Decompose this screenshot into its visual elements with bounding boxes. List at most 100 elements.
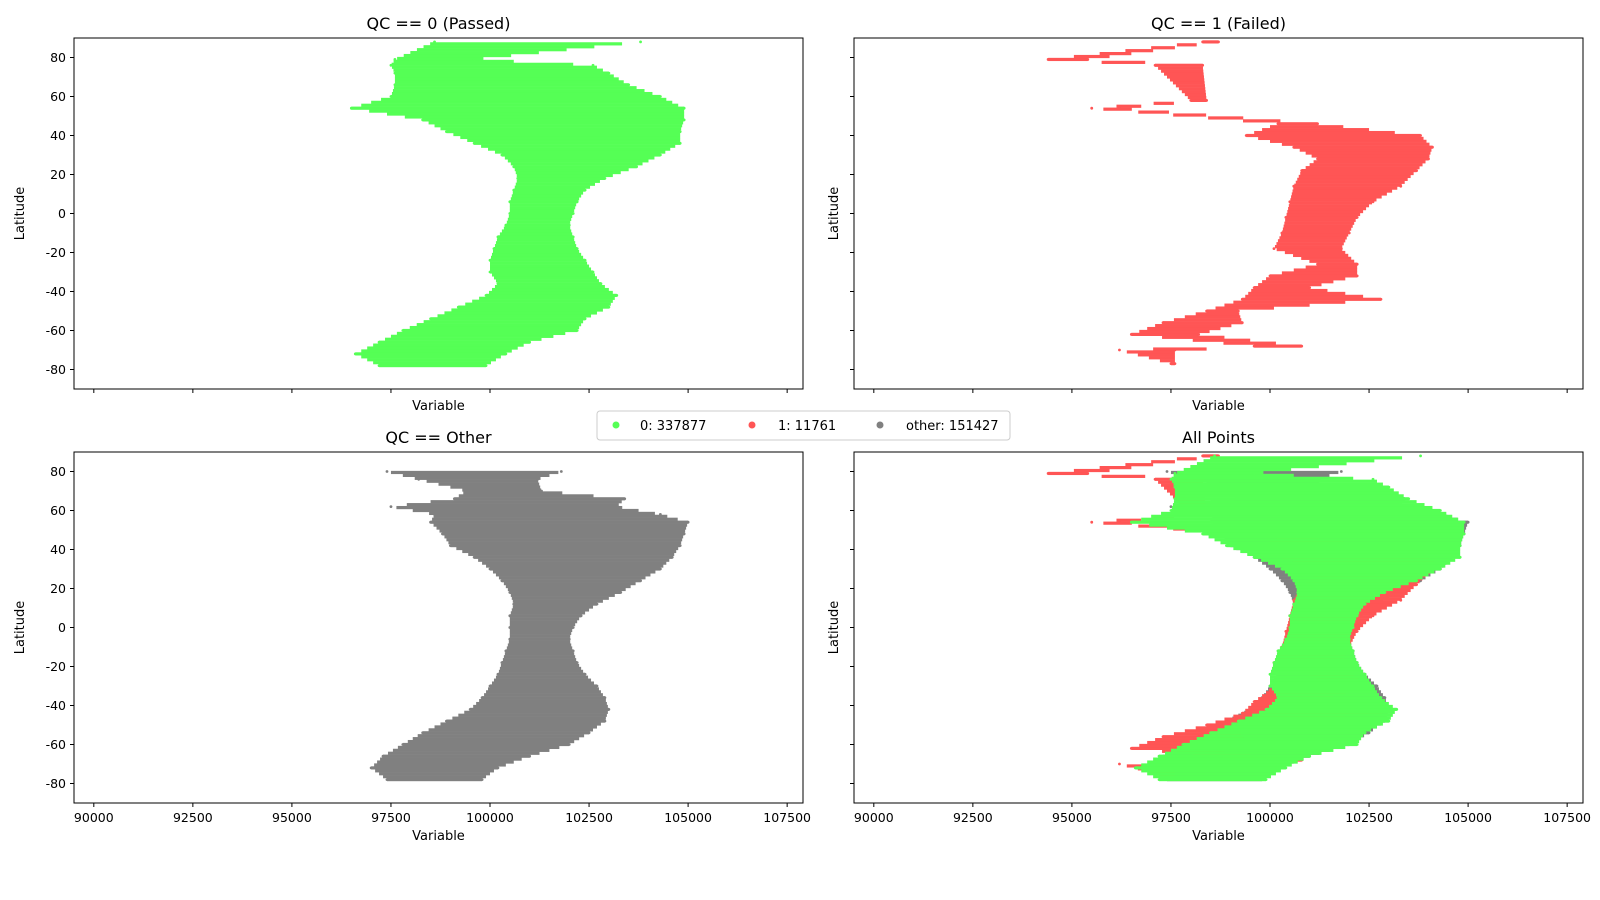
scatter-point	[567, 743, 571, 746]
scatter-point	[1308, 754, 1312, 758]
scatter-point	[1415, 583, 1418, 586]
scatter-point	[1090, 520, 1094, 524]
scatter-point	[1181, 743, 1185, 746]
point-band	[1176, 745, 1346, 750]
point-band	[451, 308, 603, 312]
point-band	[1272, 663, 1360, 668]
point-band	[481, 144, 676, 148]
scatter-point	[496, 672, 500, 676]
point-band	[1131, 746, 1199, 750]
y-tick-label: -20	[46, 245, 66, 260]
point-band	[1163, 321, 1243, 325]
point-band	[1317, 157, 1429, 161]
point-band	[1149, 523, 1465, 527]
y-axis-label: Latitude	[827, 187, 842, 241]
point-band	[470, 707, 609, 711]
point-band	[1099, 466, 1132, 470]
point-band	[1184, 529, 1465, 533]
point-band	[489, 290, 613, 295]
point-band	[1151, 460, 1175, 464]
scatter-point	[433, 513, 436, 516]
point-band	[517, 176, 605, 180]
scatter-point	[1355, 614, 1359, 618]
scatter-point	[496, 282, 500, 286]
point-band	[1297, 590, 1385, 594]
point-band	[511, 596, 609, 600]
point-band	[1182, 742, 1358, 747]
point-band	[503, 582, 636, 586]
scatter-point	[591, 270, 595, 274]
point-band	[497, 235, 574, 239]
point-band	[1208, 535, 1464, 539]
point-band	[1274, 658, 1357, 662]
scatter-point	[1169, 362, 1173, 366]
point-band	[491, 287, 609, 292]
point-band	[1289, 617, 1357, 621]
point-band	[1174, 497, 1409, 501]
point-band	[490, 270, 594, 274]
point-band	[1189, 739, 1360, 744]
point-band	[490, 684, 597, 688]
point-band	[513, 188, 586, 192]
point-band	[1171, 479, 1377, 483]
point-band	[503, 226, 571, 230]
scatter-point	[1161, 321, 1165, 325]
x-axis-label: Variable	[1192, 399, 1245, 414]
point-band	[1290, 198, 1377, 202]
scatter-point	[658, 513, 662, 516]
scatter-point	[1169, 505, 1173, 508]
scatter-point	[1205, 99, 1209, 102]
scatter-point	[1252, 344, 1256, 348]
point-band	[1287, 573, 1429, 577]
point-band	[501, 153, 661, 157]
scatter-point	[1316, 157, 1319, 161]
point-band	[1292, 605, 1364, 609]
point-band	[1277, 649, 1354, 653]
scatter-point	[429, 520, 432, 524]
scatter-point	[1438, 509, 1442, 512]
point-band	[1162, 335, 1225, 339]
point-band	[1275, 693, 1379, 697]
point-band	[355, 352, 506, 356]
point-band	[464, 710, 608, 714]
point-band	[1300, 171, 1414, 176]
point-band	[468, 552, 675, 556]
scatter-point	[1383, 591, 1387, 594]
point-band	[1177, 470, 1264, 475]
point-band	[1141, 763, 1292, 767]
point-band	[497, 672, 586, 676]
point-band	[478, 558, 670, 562]
scatter-point	[1371, 684, 1375, 688]
scatter-point	[1371, 477, 1375, 481]
scatter-point	[389, 95, 393, 98]
scatter-point	[353, 352, 357, 356]
x-tick-label: 100000	[466, 810, 514, 825]
scatter-point	[1244, 134, 1248, 137]
point-band	[490, 255, 584, 259]
scatter-point	[1236, 719, 1240, 723]
point-band	[1270, 669, 1364, 673]
point-band	[1206, 309, 1239, 313]
point-band	[430, 42, 623, 46]
point-band	[1292, 189, 1393, 193]
point-band	[1165, 751, 1322, 755]
point-band	[1288, 628, 1353, 633]
scatter-point	[579, 614, 583, 618]
point-band	[1277, 122, 1318, 126]
point-band	[1284, 250, 1346, 255]
scatter-point	[393, 71, 397, 75]
scatter-point	[1280, 231, 1284, 235]
scatter-point	[1292, 184, 1296, 188]
point-band	[422, 118, 685, 122]
scatter-point	[1173, 485, 1177, 489]
point-band	[510, 611, 586, 615]
point-band	[1282, 227, 1352, 231]
scatter-point	[448, 544, 452, 547]
point-band	[371, 766, 498, 770]
scatter-point	[1209, 731, 1212, 735]
series-other	[369, 470, 690, 782]
scatter-point	[1118, 106, 1121, 110]
scatter-point	[670, 555, 674, 559]
scatter-point	[445, 130, 448, 134]
y-tick-label: 20	[50, 581, 66, 596]
